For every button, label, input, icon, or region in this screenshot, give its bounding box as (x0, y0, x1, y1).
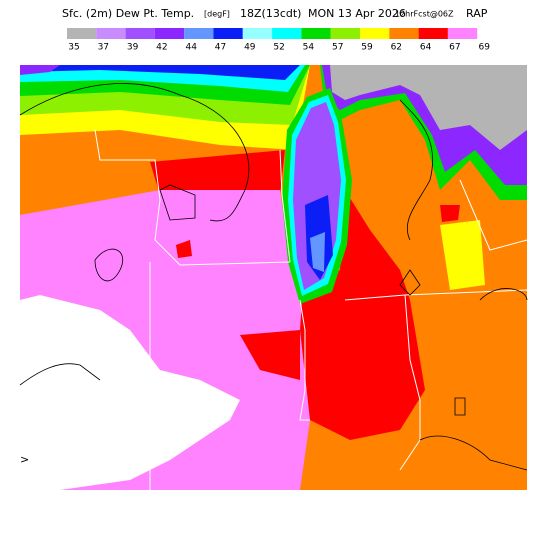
legend-swatch (96, 28, 126, 39)
lake-core (310, 232, 325, 272)
red-area (240, 330, 300, 380)
red-area (150, 150, 285, 195)
legend-label: 59 (361, 43, 373, 53)
color-legend: 35 37 39 42 44 47 49 52 54 57 59 62 64 67 69 (67, 28, 490, 53)
band-42 (20, 65, 60, 75)
legend-swatch (242, 28, 273, 39)
legend-label: 57 (332, 43, 343, 53)
legend-swatch (330, 28, 360, 39)
model: RAP (466, 7, 488, 20)
legend-swatch (154, 28, 185, 39)
state-borders (94, 129, 528, 490)
legend-swatch (272, 28, 302, 39)
legend-swatch (213, 28, 243, 39)
legend-label: 62 (391, 43, 402, 53)
forecast: 12hrFcst@06Z (395, 10, 454, 19)
legend-label: 37 (98, 43, 109, 53)
white-area (20, 295, 240, 490)
legend-label: 42 (156, 43, 167, 53)
valid-time: 18Z(13cdt) (240, 7, 301, 20)
red-area (440, 205, 460, 222)
map: > (19, 65, 528, 490)
legend-swatch (389, 28, 419, 39)
legend-swatch (447, 28, 478, 39)
legend-swatch (360, 28, 390, 39)
field-title: Sfc. (2m) Dew Pt. Temp. (62, 7, 194, 20)
legend-label: 49 (244, 43, 256, 53)
units: [degF] (204, 10, 230, 19)
legend-swatch (67, 28, 97, 39)
band-35 (330, 65, 527, 150)
date: MON 13 Apr 2026 (308, 7, 406, 20)
red-area (176, 240, 192, 258)
contours (19, 83, 528, 471)
map-marker: > (20, 453, 29, 466)
legend-swatch (301, 28, 331, 39)
legend-label: 35 (68, 43, 79, 53)
legend-label: 52 (273, 43, 284, 53)
legend-label: 67 (449, 43, 460, 53)
legend-swatch (418, 28, 448, 39)
band-59 (440, 220, 485, 290)
legend-label: 69 (478, 43, 490, 53)
legend-label: 54 (303, 43, 315, 53)
legend-swatch (184, 28, 214, 39)
legend-label: 44 (185, 43, 197, 53)
legend-label: 39 (127, 43, 139, 53)
red-area (300, 190, 425, 440)
legend-label: 64 (420, 43, 432, 53)
legend-swatch (125, 28, 155, 39)
legend-label: 47 (215, 43, 226, 53)
band-47 (20, 65, 300, 80)
